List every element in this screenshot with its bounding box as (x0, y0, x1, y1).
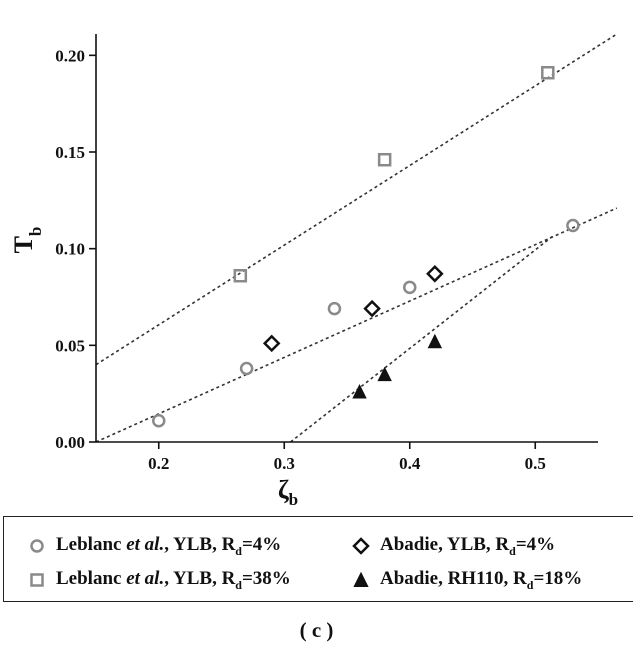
legend-item-leblanc-4: Leblanc et al., YLB, Rd=4% (26, 533, 281, 559)
legend-label: Leblanc et al., YLB, Rd=4% (56, 533, 282, 558)
legend-item-abadie-rh110: Abadie, RH110, Rd=18% (350, 567, 582, 593)
y-axis-title: Tb (9, 227, 45, 254)
circle-point (403, 280, 417, 295)
panel-label: ( c ) (299, 618, 334, 642)
legend-item-abadie-ylb: Abadie, YLB, Rd=4% (350, 533, 555, 559)
triangle-point (352, 384, 367, 399)
legend: Leblanc et al., YLB, Rd=4% Abadie, YLB, … (3, 516, 633, 602)
diamond-point (363, 299, 381, 318)
square-point (377, 152, 392, 167)
triangle-marker-icon (350, 569, 372, 591)
triangle-point (377, 366, 392, 382)
circle-point (566, 218, 580, 233)
circle-point (152, 413, 166, 428)
fit-line-2 (95, 207, 618, 443)
circle-point (327, 301, 342, 316)
legend-label: Abadie, RH110, Rd=18% (380, 567, 583, 592)
legend-item-leblanc-38: Leblanc et al., YLB, Rd=38% (26, 567, 291, 593)
data-points (152, 65, 580, 428)
diamond-point (426, 265, 444, 283)
x-tick-label: 0.5 (525, 454, 546, 473)
axes (95, 34, 598, 443)
y-tick-label: 0.10 (55, 240, 85, 259)
circle-marker-icon (26, 535, 48, 557)
legend-label: Abadie, YLB, Rd=4% (380, 533, 556, 558)
y-tick-label: 0.15 (55, 143, 85, 162)
diamond-marker-icon (350, 535, 372, 557)
triangle-point (427, 333, 443, 349)
legend-label: Leblanc et al., YLB, Rd=38% (56, 567, 291, 592)
chart-plot: 0.2 0.3 0.4 0.5 0.00 0.05 0.10 0.15 0.20 Tb ζb (9, 33, 618, 509)
square-marker-icon (26, 569, 48, 591)
x-tick-label: 0.4 (399, 454, 421, 473)
ticks: 0.2 0.3 0.4 0.5 0.00 0.05 0.10 0.15 0.20 (55, 46, 546, 473)
y-tick-label: 0.20 (55, 46, 85, 65)
fit-line-1 (95, 33, 618, 366)
x-tick-label: 0.3 (274, 454, 295, 473)
circle-point (239, 361, 254, 376)
diamond-point (262, 334, 281, 353)
y-tick-label: 0.00 (55, 433, 85, 452)
x-axis-title: ζb (278, 475, 298, 509)
square-point (233, 268, 248, 283)
x-tick-label: 0.2 (148, 454, 169, 473)
square-point (541, 65, 555, 80)
fit-line-3 (290, 234, 555, 443)
fit-lines (95, 33, 618, 443)
y-tick-label: 0.05 (55, 336, 85, 355)
